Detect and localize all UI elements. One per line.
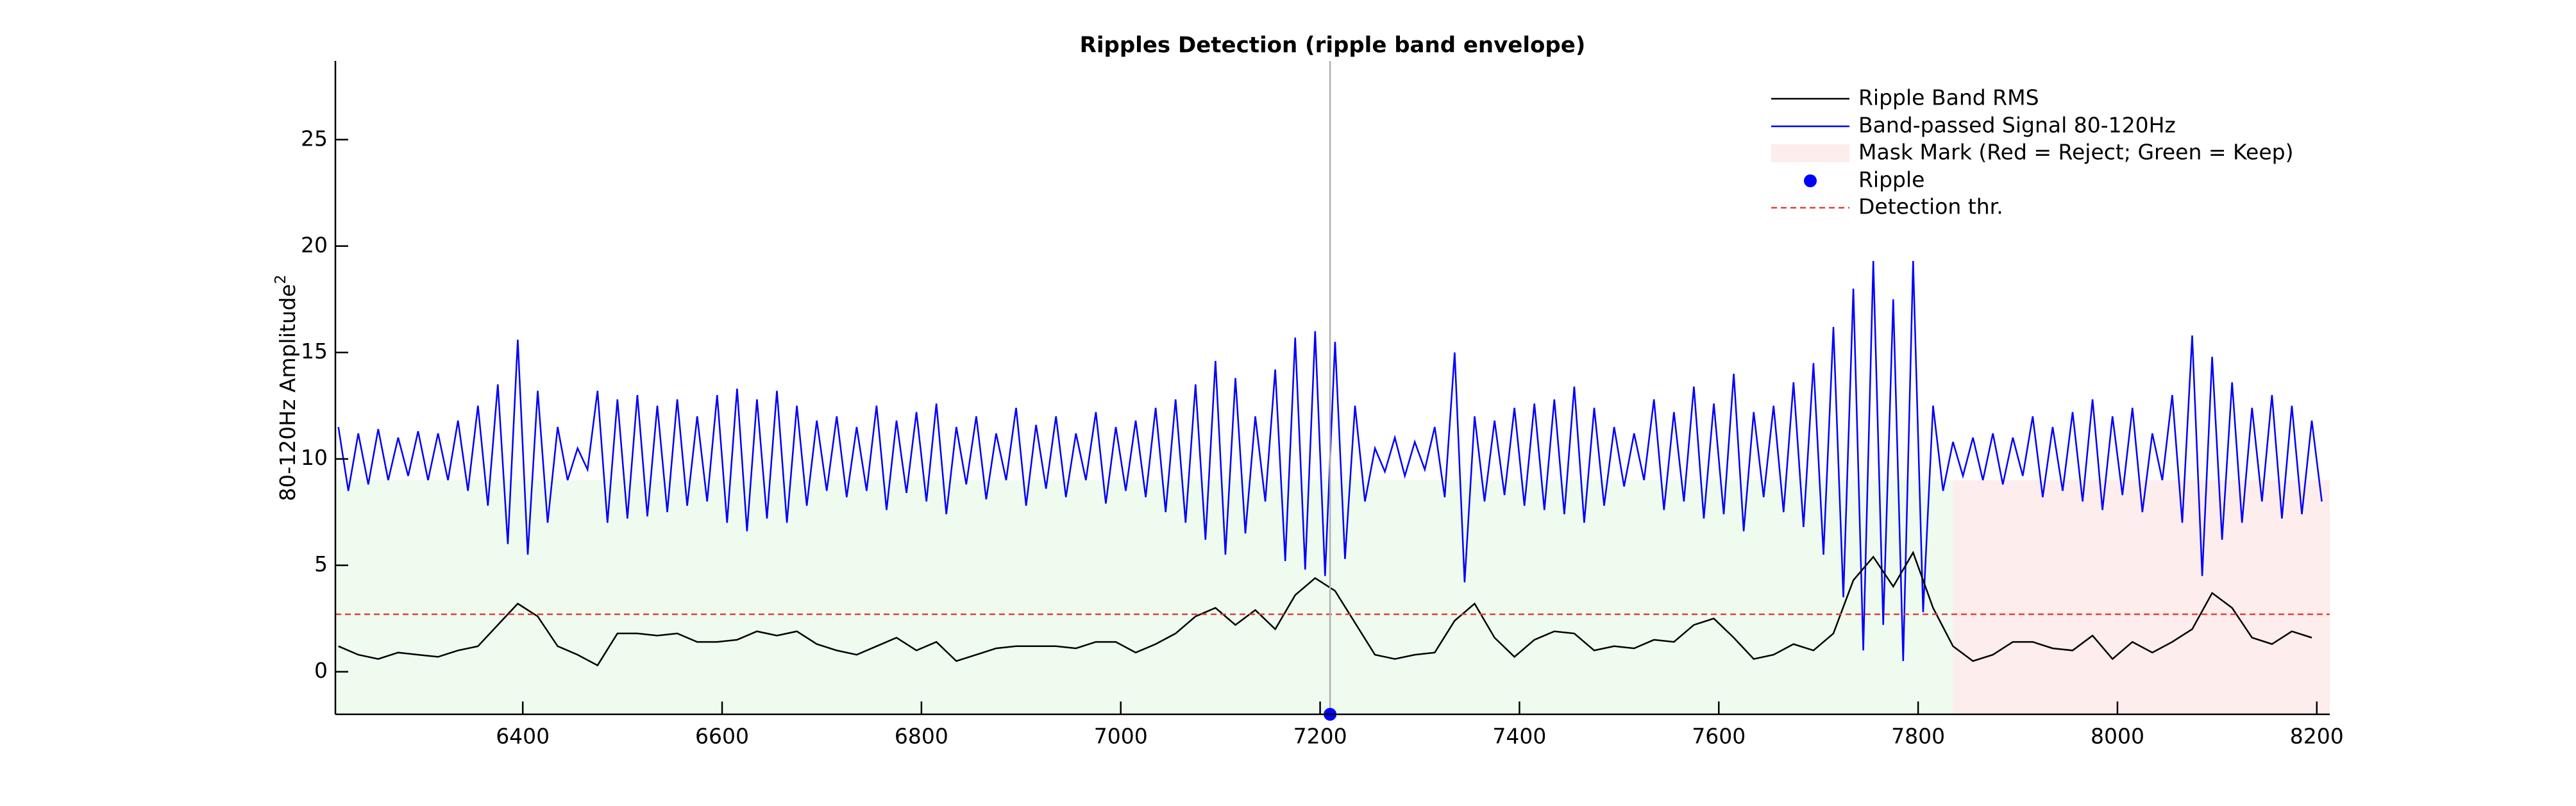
x-tick-label: 6600 [695,724,749,749]
y-tick-label: 15 [301,339,328,364]
y-axis-label: 80-120Hz Amplitude2 [273,274,300,501]
legend-label: Detection thr. [1858,194,2003,219]
series-line [338,550,2312,667]
x-tick-label: 8000 [2091,724,2144,749]
chart-title: Ripples Detection (ripple band envelope) [1080,33,1586,58]
x-tick-label: 6800 [895,724,948,749]
y-tick-label: 20 [301,232,328,257]
legend-label: Ripple [1858,167,1924,192]
x-tick-label: 7400 [1492,724,1546,749]
x-tick-label: 6400 [496,724,550,749]
y-axis-label-text: 80-120Hz Amplitude [275,284,300,501]
legend-label: Ripple Band RMS [1858,85,2039,110]
y-tick-label: 5 [314,551,328,576]
y-tick-label: 0 [314,658,328,683]
x-tick-label: 7200 [1293,724,1347,749]
x-tick-label: 7800 [1891,724,1945,749]
legend-label: Band-passed Signal 80-120Hz [1858,113,2176,138]
legend-label: Mask Mark (Red = Reject; Green = Keep) [1858,140,2293,165]
y-tick-label: 10 [301,445,328,470]
y-tick-label: 25 [301,126,328,151]
mask-region [335,480,1953,714]
y-axis-label-superscript: 2 [273,274,289,284]
x-tick-label: 7600 [1692,724,1746,749]
x-tick-label: 7000 [1094,724,1148,749]
plot-area [335,61,2330,721]
x-tick-label: 8200 [2290,724,2344,749]
legend-swatch [1771,144,1849,162]
legend: Ripple Band RMS Band-passed Signal 80-120… [1771,85,2293,219]
mask-region [1953,480,2330,714]
legend-swatch [1804,174,1817,187]
